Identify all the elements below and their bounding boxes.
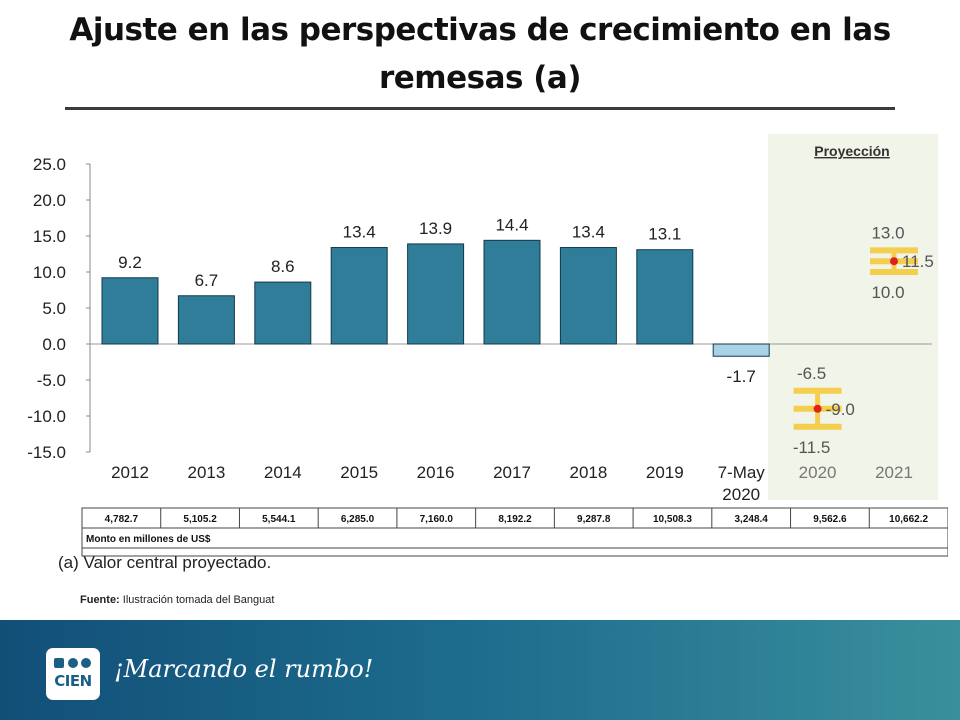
bar-2013 <box>177 295 235 345</box>
x-tick-label: 2015 <box>340 463 378 482</box>
y-tick-label: 5.0 <box>42 299 66 318</box>
slide-title-line-1: Ajuste en las perspectivas de crecimient… <box>69 12 891 48</box>
x-tick-label: 7-May <box>718 463 766 482</box>
footer-slogan: ¡Marcando el rumbo! <box>114 655 374 683</box>
x-tick-label: 2019 <box>646 463 684 482</box>
remittance-chart-svg: Proyección 25.0 20.0 15.0 10.0 5.0 0.0 -5.0 -10… <box>12 124 949 580</box>
x-tick-label: 2013 <box>187 463 225 482</box>
x-tick-label: 2020 <box>799 463 837 482</box>
amounts-caption: Monto en millones de US$ <box>86 534 211 545</box>
chart-note: (a) Valor central proyectado. <box>58 553 271 572</box>
amount-cell: 5,105.2 <box>183 514 217 525</box>
bar-value-label: 14.4 <box>495 215 528 234</box>
projection-high-label: -6.5 <box>797 364 826 383</box>
x-tick-label: 2016 <box>417 463 455 482</box>
bar-value-label: 13.4 <box>343 223 376 242</box>
footer-band <box>0 620 960 720</box>
amount-cell: 8,192.2 <box>498 514 532 525</box>
x-tick-label: 2021 <box>875 463 913 482</box>
amount-cell: 6,285.0 <box>341 514 375 525</box>
y-tick-label: 10.0 <box>33 263 66 282</box>
y-tick-label: 20.0 <box>33 191 66 210</box>
x-tick-label: 2018 <box>569 463 607 482</box>
slide-title: Ajuste en las perspectivas de crecimient… <box>20 6 940 102</box>
y-tick-label: -5.0 <box>37 371 66 390</box>
projection-central-point <box>890 257 898 266</box>
y-tick-label: 0.0 <box>42 335 66 354</box>
projection-central-label: 11.5 <box>902 252 934 271</box>
bar-value-label: 13.9 <box>419 219 452 238</box>
amount-cell: 9,562.6 <box>813 514 847 525</box>
bar-2016 <box>407 243 465 345</box>
bar-2018 <box>559 247 617 345</box>
y-tick-label: 15.0 <box>33 227 66 246</box>
amount-cell: 9,287.8 <box>577 514 611 525</box>
logo-text: CIEN <box>54 672 92 690</box>
source-text: Ilustración tomada del Banguat <box>122 594 275 606</box>
bar-2015 <box>330 247 388 345</box>
bar-value-label: 13.1 <box>648 225 681 244</box>
bar-value-label: -1.7 <box>727 367 756 386</box>
x-tick-label: 2017 <box>493 463 531 482</box>
bar-value-label: 8.6 <box>271 257 295 276</box>
bar-value-label: 9.2 <box>118 253 142 272</box>
title-divider <box>65 107 895 110</box>
bar-value-label: 13.4 <box>572 223 605 242</box>
projection-label: Proyección <box>814 143 889 159</box>
projection-area <box>768 134 938 500</box>
x-tick-label: 2014 <box>264 463 302 482</box>
bar-2017 <box>483 239 541 345</box>
amount-cell: 3,248.4 <box>734 514 768 525</box>
y-tick-label: 25.0 <box>33 155 66 174</box>
amount-cell: 4,782.7 <box>105 514 139 525</box>
projection-high-label: 13.0 <box>871 223 904 242</box>
bar-2014 <box>254 281 312 345</box>
projection-central-point <box>813 404 822 413</box>
bar-7-may-2020 <box>712 343 770 357</box>
x-tick-label: 2012 <box>111 463 149 482</box>
remittance-chart: Proyección 25.0 20.0 15.0 10.0 5.0 0.0 -5.0 -10… <box>12 124 949 580</box>
bar-value-label: 6.7 <box>195 271 219 290</box>
cien-logo: CIEN <box>46 648 100 700</box>
amount-cell: 5,544.1 <box>262 514 296 525</box>
bar-2019 <box>636 249 694 345</box>
amount-cell: 7,160.0 <box>420 514 454 525</box>
projection-low-label: -11.5 <box>793 438 831 457</box>
x-tick-label-line2: 2020 <box>722 485 760 504</box>
projection-central-label: -9.0 <box>826 400 855 419</box>
y-tick-label: -10.0 <box>27 407 66 426</box>
projection-low-label: 10.0 <box>871 283 904 302</box>
source-label: Fuente: <box>80 594 120 606</box>
bar-2012 <box>101 277 159 345</box>
amount-cell: 10,662.2 <box>889 514 928 525</box>
slide-title-line-2: remesas (a) <box>378 60 582 96</box>
amount-cell: 10,508.3 <box>653 514 692 525</box>
source-note: Fuente: Ilustración tomada del Banguat <box>80 594 274 606</box>
y-tick-label: -15.0 <box>27 443 66 462</box>
logo-mark-icon <box>54 658 91 668</box>
amounts-caption-row <box>81 527 949 549</box>
